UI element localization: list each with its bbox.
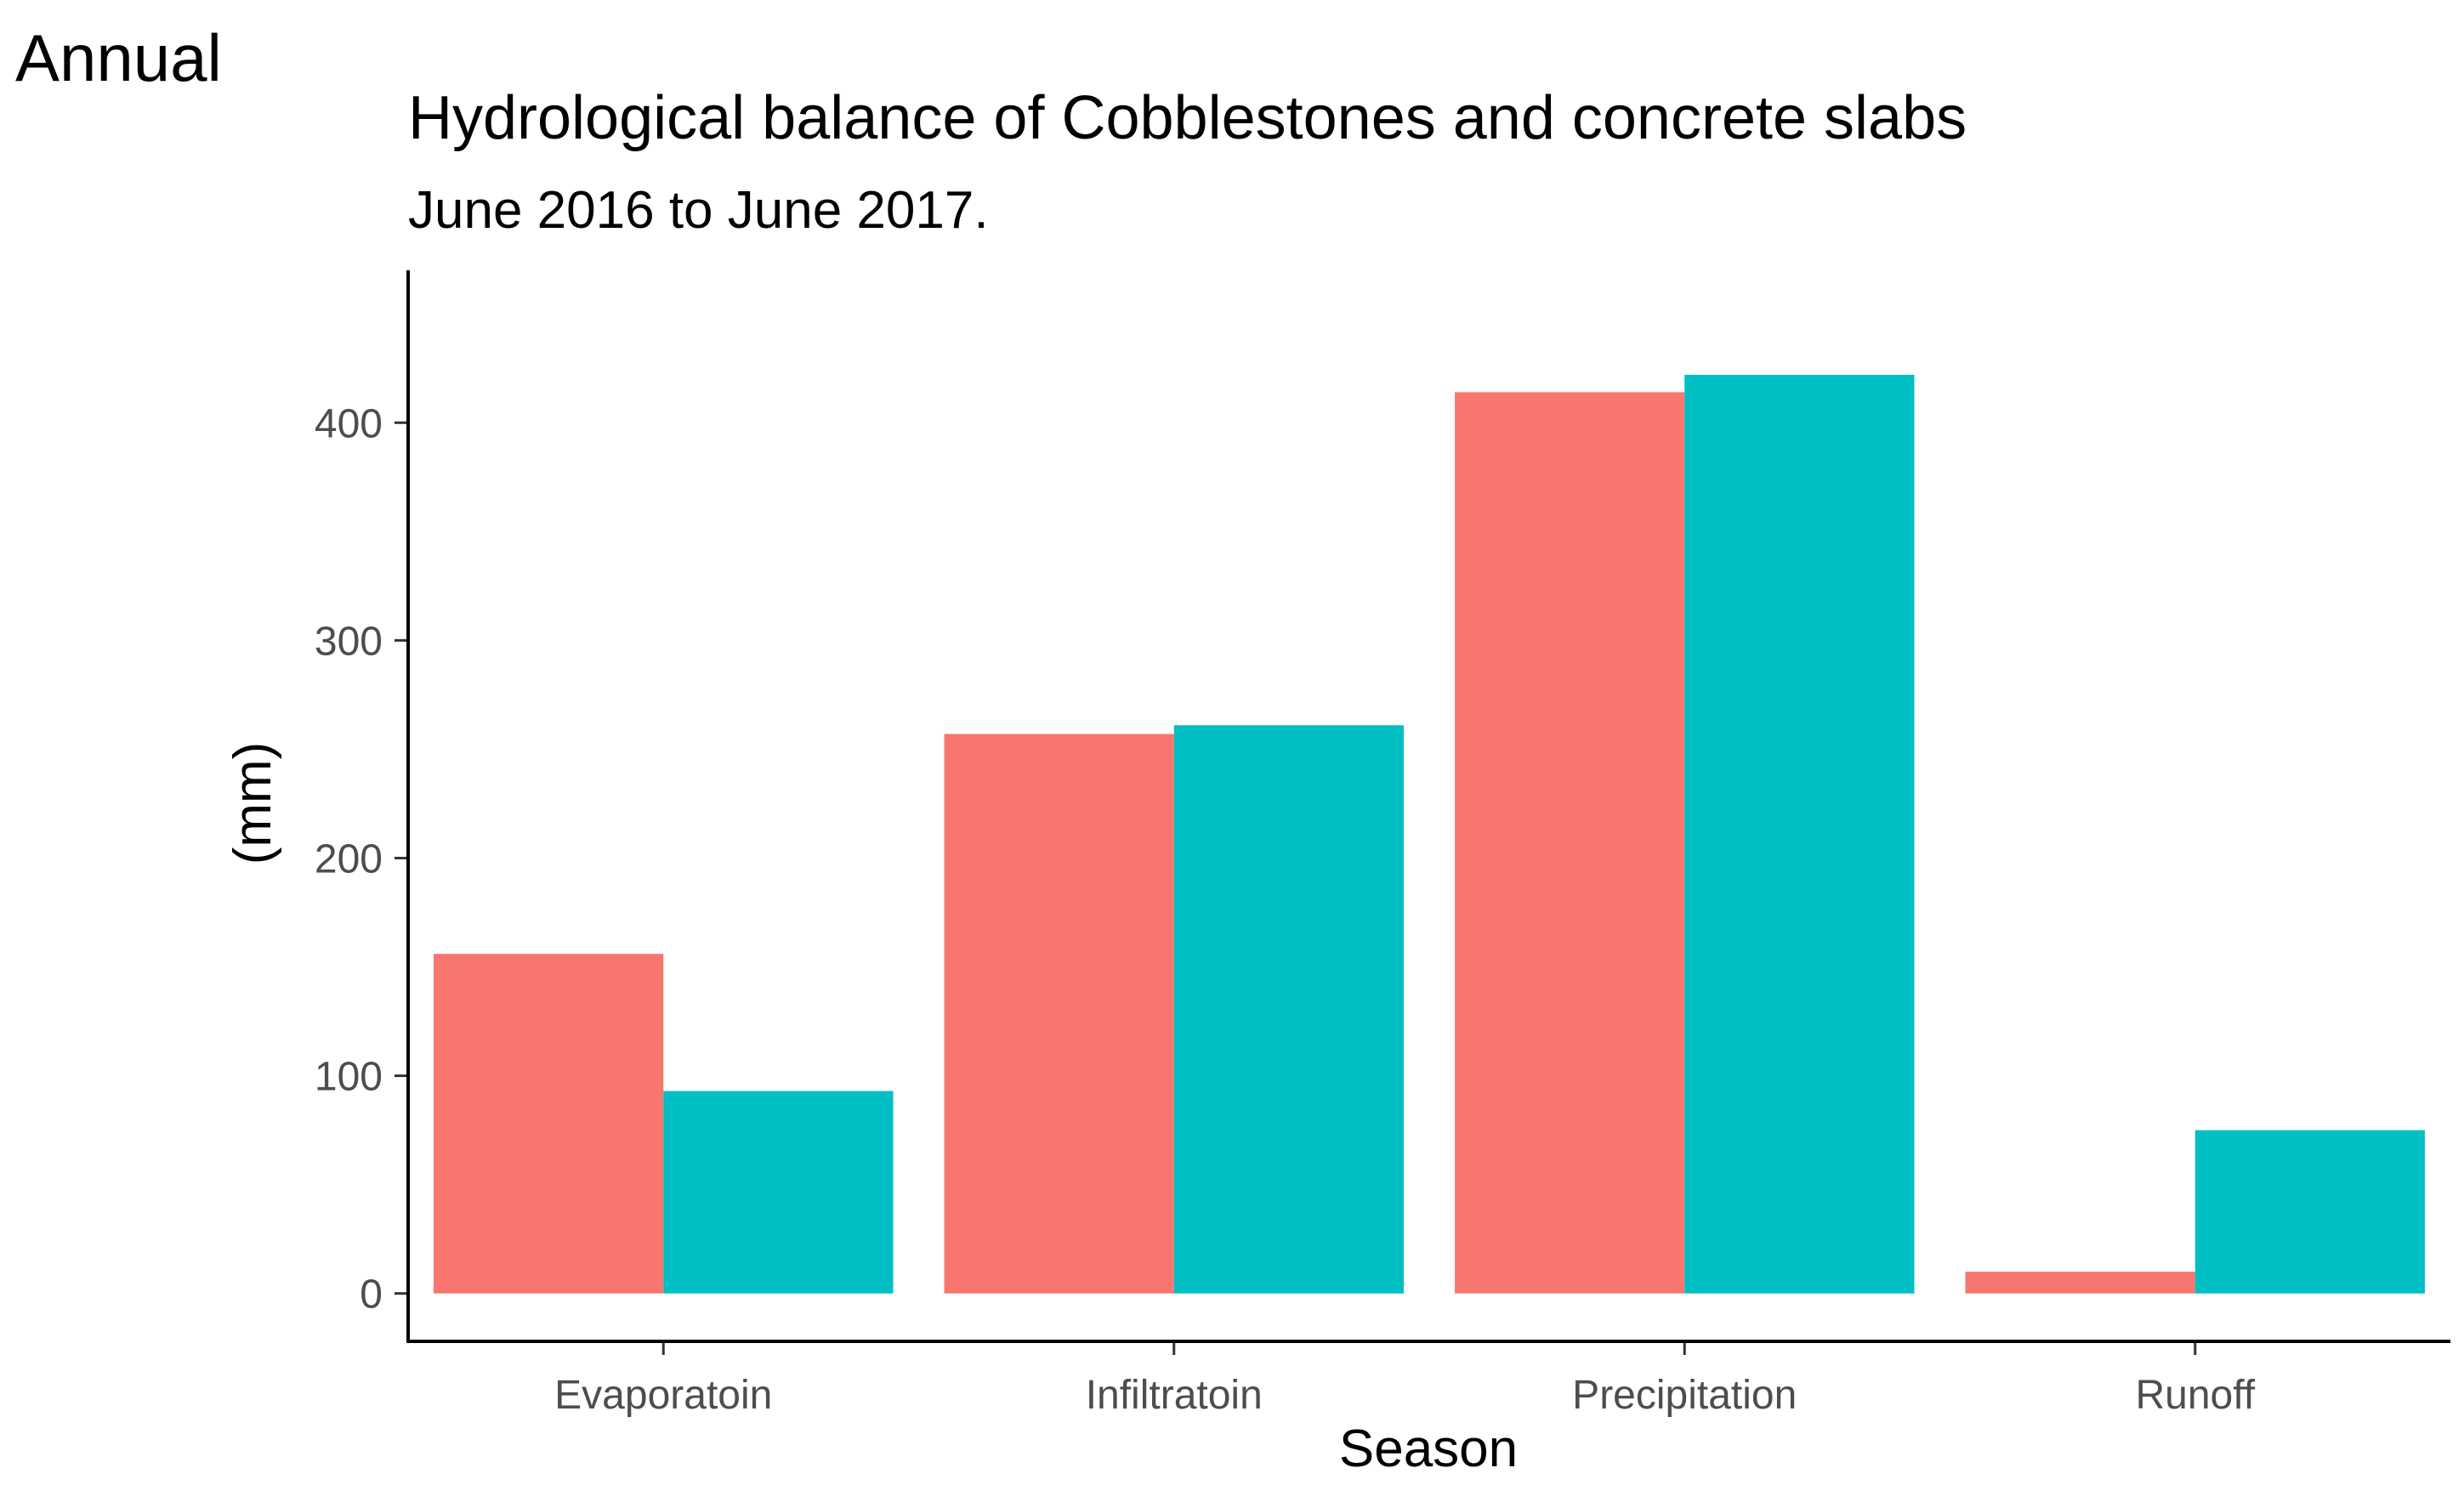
bar-evaporatoin-series-2 — [663, 1091, 894, 1294]
bar-evaporatoin-series-1 — [434, 954, 664, 1294]
x-tick-label: Precipitation — [1572, 1373, 1797, 1418]
bar-infiltratoin-series-1 — [944, 734, 1174, 1294]
y-tick-label: 100 — [315, 1055, 383, 1100]
chart-subtitle: June 2016 to June 2017. — [408, 181, 989, 240]
bar-precipitation-series-1 — [1455, 392, 1685, 1294]
x-axis-title: Season — [1339, 1420, 1518, 1478]
x-tick-label: Evaporatoin — [554, 1373, 772, 1418]
bar-infiltratoin-series-2 — [1173, 725, 1404, 1294]
bars — [434, 374, 2425, 1294]
bar-precipitation-series-2 — [1684, 374, 1915, 1294]
x-axis: Evaporatoin Infiltratoin Precipitation Runo… — [406, 1340, 2450, 1418]
y-tick-label: 0 — [360, 1272, 383, 1318]
chart-title: Hydrological balance of Cobblestones and… — [408, 84, 1967, 152]
y-axis-title: (mm) — [224, 742, 282, 865]
bar-runoff-series-1 — [1965, 1272, 2195, 1294]
panel-tag: Annual — [15, 20, 222, 95]
x-tick-label: Runoff — [2135, 1373, 2255, 1418]
y-tick-label: 300 — [315, 619, 383, 664]
x-tick-label: Infiltratoin — [1086, 1373, 1263, 1418]
bar-runoff-series-2 — [2194, 1130, 2425, 1294]
y-axis: 0 100 200 300 400 — [315, 270, 410, 1343]
y-tick-label: 400 — [315, 401, 383, 446]
y-tick-label: 200 — [315, 836, 383, 881]
